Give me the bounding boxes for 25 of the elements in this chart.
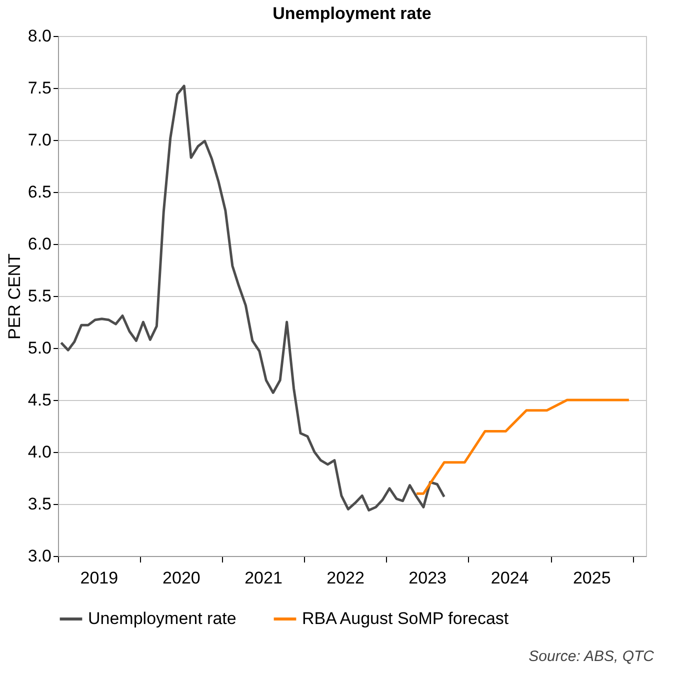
chart-title: Unemployment rate — [272, 4, 432, 23]
x-tick-label: 2022 — [326, 568, 364, 588]
x-tick-label: 2025 — [572, 568, 611, 588]
y-tick-label: 7.0 — [28, 130, 52, 150]
y-tick-label: 6.0 — [28, 234, 52, 254]
source-note: Source: ABS, QTC — [528, 648, 654, 665]
y-tick-label: 5.5 — [28, 286, 52, 306]
line-series — [60, 84, 446, 512]
y-tick-label: 8.0 — [28, 26, 52, 46]
legend-label: RBA August SoMP forecast — [302, 609, 509, 628]
y-tick-label: 3.0 — [28, 546, 52, 566]
y-tick-label: 3.5 — [28, 494, 52, 514]
x-tick-label: 2019 — [80, 568, 118, 588]
y-tick-label: 6.5 — [28, 182, 52, 202]
y-axis-title: PER CENT — [4, 254, 24, 340]
y-tick-label: 5.0 — [28, 338, 52, 358]
x-tick-label: 2020 — [162, 568, 200, 588]
line-series — [415, 398, 630, 495]
y-tick-label: 4.5 — [28, 390, 52, 410]
x-tick-label: 2021 — [244, 568, 282, 588]
x-tick-label: 2023 — [408, 568, 446, 588]
x-tick-label: 2024 — [490, 568, 529, 588]
legend-label: Unemployment rate — [88, 609, 236, 628]
y-tick-label: 4.0 — [28, 442, 52, 462]
y-tick-label: 7.5 — [28, 78, 52, 98]
